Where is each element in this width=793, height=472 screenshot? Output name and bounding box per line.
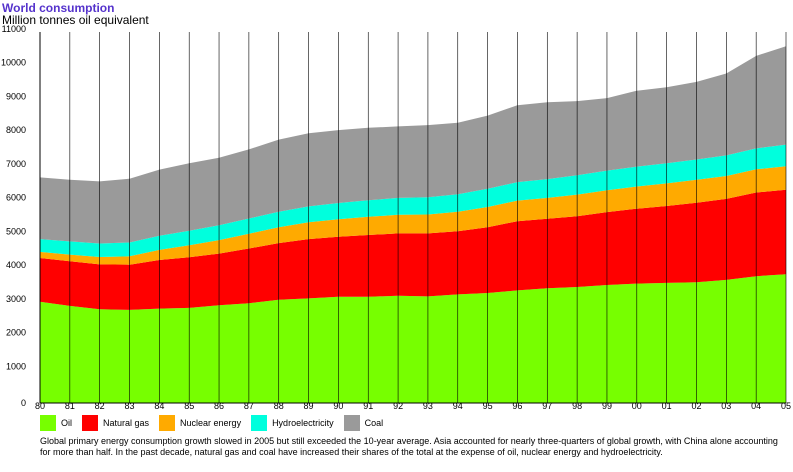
area-coal	[40, 46, 786, 244]
x-tick-label: 86	[214, 401, 224, 410]
legend-swatch	[251, 415, 268, 431]
x-tick-label: 88	[274, 401, 284, 410]
x-tick-label: 81	[65, 401, 75, 410]
legend-label: Hydroelectricity	[272, 418, 334, 428]
legend: Oil Natural gas Nuclear energy Hydroelectri…	[40, 414, 393, 432]
y-tick-label: 6000	[6, 193, 26, 203]
x-tick-label: 84	[154, 401, 164, 410]
area-nuclear-energy	[40, 166, 786, 265]
x-tick-label: 91	[363, 401, 373, 410]
x-tick-label: 04	[751, 401, 761, 410]
x-tick-label: 94	[453, 401, 463, 410]
x-tick-label: 93	[423, 401, 433, 410]
legend-swatch	[82, 415, 98, 431]
x-tick-label: 05	[781, 401, 791, 410]
legend-item: Nuclear energy	[159, 415, 241, 431]
legend-label: Coal	[364, 418, 384, 428]
legend-item: Coal	[343, 415, 384, 431]
legend-label: Oil	[61, 418, 72, 428]
x-tick-label: 98	[572, 401, 582, 410]
chart-title: World consumption	[2, 1, 115, 15]
x-tick-label: 83	[125, 401, 135, 410]
legend-label: Nuclear energy	[180, 418, 242, 428]
x-tick-label: 82	[95, 401, 105, 410]
x-tick-label: 02	[691, 401, 701, 410]
x-tick-label: 95	[483, 401, 493, 410]
x-tick-label: 97	[542, 401, 552, 410]
x-tick-label: 03	[721, 401, 731, 410]
legend-swatch	[40, 415, 56, 431]
legend-label: Natural gas	[103, 418, 150, 428]
y-tick-label: 9000	[6, 91, 26, 101]
y-tick-label: 2000	[6, 328, 26, 338]
y-tick-label: 1000	[6, 361, 26, 371]
chart-caption: Global primary energy consumption growth…	[40, 436, 778, 457]
y-tick-label: 0	[21, 398, 26, 408]
y-axis-label: Million tonnes oil equivalent	[2, 13, 149, 27]
legend-swatch	[343, 415, 360, 431]
legend-item: Oil	[40, 415, 72, 431]
x-tick-label: 80	[35, 401, 45, 410]
y-tick-label: 5000	[6, 226, 26, 236]
y-tick-label: 4000	[6, 260, 26, 270]
x-tick-label: 99	[602, 401, 612, 410]
legend-item: Hydroelectricity	[251, 415, 334, 431]
x-tick-label: 90	[333, 401, 343, 410]
x-tick-label: 89	[304, 401, 314, 410]
legend-item: Natural gas	[82, 415, 149, 431]
area-hydroelectricity	[40, 144, 786, 257]
chart-plot: 0100020003000400050006000700080009000100…	[1, 24, 791, 410]
x-tick-label: 01	[662, 401, 672, 410]
area-oil	[40, 274, 786, 403]
x-tick-label: 92	[393, 401, 403, 410]
x-tick-label: 00	[632, 401, 642, 410]
y-tick-label: 3000	[6, 294, 26, 304]
x-tick-label: 85	[184, 401, 194, 410]
legend-swatch	[159, 415, 176, 431]
y-tick-label: 8000	[6, 125, 26, 135]
y-tick-label: 10000	[1, 58, 26, 68]
area-natural-gas	[40, 189, 786, 310]
x-tick-label: 96	[512, 401, 522, 410]
x-tick-label: 87	[244, 401, 254, 410]
y-tick-label: 11000	[2, 24, 26, 34]
y-tick-label: 7000	[6, 159, 26, 169]
